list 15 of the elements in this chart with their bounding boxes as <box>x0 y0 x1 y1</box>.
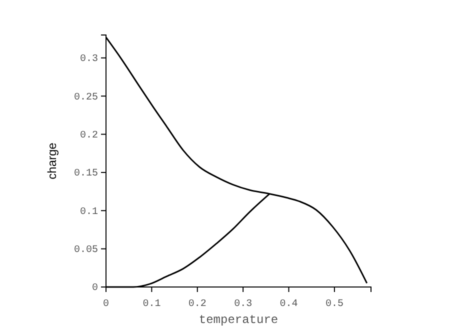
x-tick-label: 0 <box>102 299 110 310</box>
x-tick-label: 0.1 <box>142 299 161 310</box>
x-axis-title: temperature <box>198 313 278 326</box>
y-tick-label: 0.1 <box>80 206 98 218</box>
x-tick-label: 0.2 <box>188 299 206 310</box>
x-tick-label: 0.3 <box>234 299 252 310</box>
y-tick-label: 0.05 <box>74 245 98 256</box>
x-tick-label: 0.4 <box>280 299 298 310</box>
y-tick-label: 0.2 <box>80 130 98 142</box>
y-tick-label: 0 <box>92 283 98 294</box>
y-tick-label: 0.3 <box>80 54 98 66</box>
y-tick-label: 0.15 <box>74 168 98 180</box>
y-tick-label: 0.25 <box>74 92 98 104</box>
x-tick-label: 0.5 <box>325 299 344 310</box>
y-axis-title: charge <box>45 142 59 180</box>
